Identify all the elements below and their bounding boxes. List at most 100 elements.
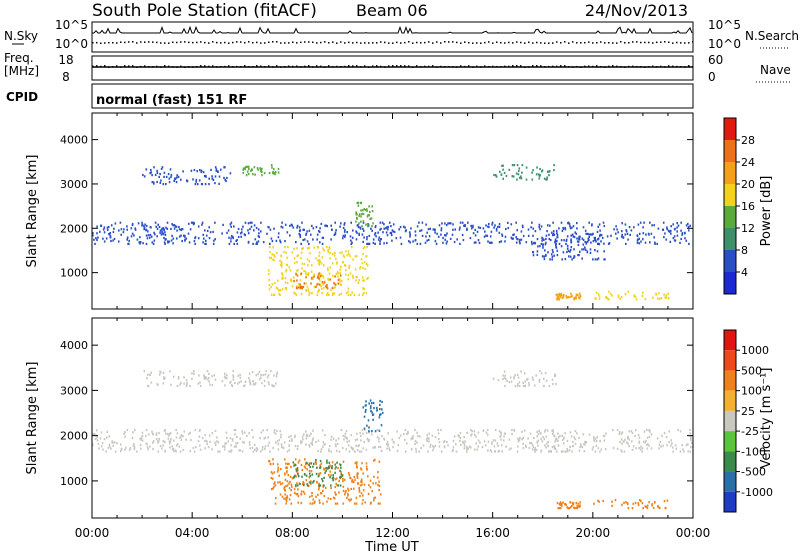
nsearch-dot xyxy=(148,41,150,43)
data-cell xyxy=(543,377,545,380)
data-cell xyxy=(271,472,274,475)
data-cell xyxy=(560,502,563,505)
data-cell xyxy=(455,443,457,446)
data-cell xyxy=(640,445,642,448)
data-cell xyxy=(283,486,286,489)
nave-dot xyxy=(176,66,178,68)
data-cell xyxy=(562,450,564,453)
nave-dot xyxy=(624,66,626,68)
data-cell xyxy=(399,236,402,239)
data-cell xyxy=(539,370,541,373)
data-cell xyxy=(316,480,318,483)
data-cell xyxy=(153,182,155,185)
data-cell xyxy=(319,227,321,230)
data-cell xyxy=(447,444,449,447)
data-cell xyxy=(578,296,580,299)
data-cell xyxy=(522,234,525,238)
data-cell xyxy=(414,234,417,237)
data-cell xyxy=(595,444,598,447)
data-cell xyxy=(227,229,230,232)
data-cell xyxy=(158,373,161,376)
nave-dot xyxy=(104,65,106,67)
data-cell xyxy=(235,442,237,445)
data-cell xyxy=(225,431,228,434)
data-cell xyxy=(658,443,661,446)
data-cell xyxy=(461,221,464,224)
data-cell xyxy=(311,441,313,444)
data-cell xyxy=(539,167,541,171)
data-cell xyxy=(597,242,599,245)
data-cell xyxy=(546,170,549,174)
nave-dot xyxy=(212,65,214,67)
nave-dot xyxy=(192,66,194,68)
data-cell xyxy=(556,502,559,505)
data-cell xyxy=(326,467,328,470)
data-cell xyxy=(339,268,341,271)
data-cell xyxy=(635,447,637,450)
data-cell xyxy=(290,502,293,505)
data-cell xyxy=(374,430,377,433)
data-cell xyxy=(277,171,280,174)
data-cell xyxy=(329,464,331,467)
data-cell xyxy=(393,230,396,233)
data-cell xyxy=(247,232,250,235)
data-cell xyxy=(148,433,150,436)
data-cell xyxy=(213,374,216,377)
data-cell xyxy=(204,434,207,437)
nave-dot xyxy=(520,65,522,67)
data-cell xyxy=(158,437,160,441)
data-cell xyxy=(518,167,521,170)
data-cell xyxy=(287,474,290,477)
data-cell xyxy=(628,445,630,448)
data-cell xyxy=(280,225,283,228)
data-cell xyxy=(120,450,122,453)
data-cell xyxy=(156,169,158,172)
data-cell xyxy=(284,478,287,481)
data-cell xyxy=(295,273,297,276)
nave-dot xyxy=(272,66,274,68)
data-cell xyxy=(247,165,250,168)
data-cell xyxy=(342,237,344,240)
data-cell xyxy=(658,297,661,300)
data-cell xyxy=(479,441,481,444)
data-cell xyxy=(519,437,521,440)
data-cell xyxy=(493,226,495,229)
nave-dot xyxy=(556,65,558,68)
nave-dot xyxy=(364,65,366,67)
data-cell xyxy=(511,432,513,435)
data-cell xyxy=(316,238,318,241)
data-cell xyxy=(303,282,306,285)
data-cell xyxy=(294,463,297,467)
data-cell xyxy=(358,450,361,453)
data-cell xyxy=(268,460,270,463)
data-cell xyxy=(299,483,301,486)
data-cell xyxy=(488,241,491,244)
data-cell xyxy=(272,446,274,450)
data-cell xyxy=(600,240,602,243)
nsearch-dot xyxy=(428,41,430,43)
data-cell xyxy=(136,238,139,241)
data-cell xyxy=(568,449,571,452)
data-cell xyxy=(543,255,545,258)
data-cell xyxy=(237,235,240,239)
data-cell xyxy=(676,234,679,237)
data-cell xyxy=(638,447,640,450)
data-cell xyxy=(322,274,324,277)
data-cell xyxy=(657,227,660,230)
data-cell xyxy=(575,501,578,505)
data-cell xyxy=(466,450,468,453)
data-cell xyxy=(322,247,324,250)
data-cell xyxy=(147,373,149,376)
data-cell xyxy=(636,241,639,244)
data-cell xyxy=(325,224,327,227)
data-cell xyxy=(355,444,357,447)
data-cell xyxy=(340,222,342,225)
data-cell xyxy=(392,230,394,233)
data-cell xyxy=(175,176,178,179)
data-cell xyxy=(306,240,309,243)
data-cell xyxy=(362,499,364,502)
data-cell xyxy=(379,228,381,231)
scatter-region-5 xyxy=(492,370,557,388)
data-cell xyxy=(319,484,322,487)
data-cell xyxy=(163,175,165,178)
